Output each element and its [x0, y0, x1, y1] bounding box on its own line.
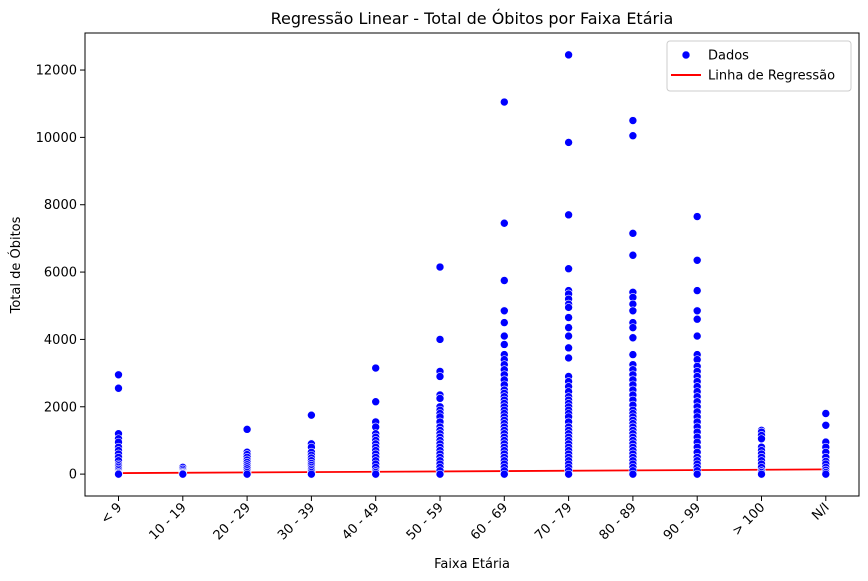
- data-point: [435, 394, 445, 403]
- data-point: [307, 469, 316, 479]
- y-tick-label: 4000: [44, 333, 77, 348]
- x-tick-label: 70 - 79: [532, 500, 575, 543]
- data-point: [564, 50, 573, 60]
- y-axis-label: Total de Óbitos: [8, 216, 24, 314]
- data-point: [499, 469, 509, 479]
- plot-background: [85, 33, 859, 496]
- data-point: [435, 372, 445, 381]
- data-point: [499, 97, 509, 107]
- data-point: [499, 318, 509, 327]
- y-tick-label: 2000: [44, 400, 77, 415]
- data-point: [628, 116, 638, 125]
- data-point: [435, 262, 445, 272]
- points-layer: [114, 50, 831, 479]
- legend-box: [666, 40, 852, 92]
- data-point: [114, 469, 123, 479]
- regression-line: [118, 468, 826, 475]
- data-point: [564, 469, 573, 479]
- data-point: [757, 469, 766, 479]
- y-axis: 0 2000 4000 6000 8000 10000 12000: [36, 64, 85, 483]
- x-tick-label: 10 - 19: [146, 500, 189, 543]
- legend-label-dados: Dados: [708, 49, 749, 64]
- data-point: [499, 340, 509, 349]
- x-tick-label: 20 - 29: [211, 500, 254, 543]
- data-point: [821, 469, 831, 479]
- legend-marker-dados: [681, 50, 691, 60]
- data-point: [692, 212, 702, 221]
- y-tick-label: 8000: [44, 198, 77, 213]
- data-point: [114, 370, 123, 380]
- y-tick-label: 10000: [36, 131, 77, 146]
- x-tick-label: 40 - 49: [339, 500, 382, 543]
- data-point: [178, 469, 188, 479]
- data-point: [499, 331, 509, 341]
- plot-frame: [84, 32, 860, 497]
- data-point: [499, 306, 509, 316]
- regression-layer: [118, 468, 826, 475]
- data-point: [564, 353, 573, 363]
- legend-label-regressao: Linha de Regressão: [708, 69, 835, 84]
- x-tick-label: 90 - 99: [661, 500, 704, 543]
- data-point: [628, 333, 638, 343]
- data-point: [564, 343, 573, 353]
- data-point: [307, 410, 316, 420]
- x-tick-label: < 9: [98, 500, 125, 527]
- y-tick-label: 0: [69, 468, 77, 483]
- data-point: [692, 255, 702, 265]
- data-point: [628, 350, 638, 359]
- data-point: [499, 218, 509, 228]
- data-point: [499, 276, 509, 285]
- legend: Dados Linha de Regressão: [666, 40, 852, 92]
- data-point: [628, 250, 638, 260]
- data-point: [628, 323, 638, 332]
- data-point: [564, 331, 573, 341]
- chart-title: Regressão Linear - Total de Óbitos por F…: [271, 9, 674, 28]
- data-point: [628, 469, 638, 479]
- data-point: [564, 210, 573, 220]
- x-tick-label: 30 - 39: [275, 500, 318, 543]
- x-axis: < 9 10 - 19 20 - 29 30 - 39 40 - 49 50 - 59 60…: [98, 496, 833, 543]
- x-tick-label: 80 - 89: [597, 500, 640, 543]
- data-point: [692, 286, 702, 295]
- x-tick-label: N/I: [809, 500, 832, 523]
- data-point: [371, 363, 381, 373]
- data-point: [692, 314, 702, 324]
- y-tick-label: 12000: [36, 64, 77, 79]
- data-point: [564, 264, 573, 274]
- x-tick-label: > 100: [730, 500, 769, 539]
- plot-area: [85, 33, 859, 496]
- data-point: [628, 131, 638, 141]
- x-tick-label: 50 - 59: [404, 500, 447, 543]
- data-point: [628, 229, 638, 238]
- data-point: [564, 313, 573, 322]
- data-point: [692, 469, 702, 479]
- x-tick-label: 60 - 69: [468, 500, 511, 543]
- data-point: [564, 323, 573, 332]
- data-point: [242, 469, 252, 479]
- data-point: [757, 434, 766, 444]
- data-point: [114, 383, 123, 393]
- y-tick-label: 6000: [44, 266, 77, 281]
- data-point: [371, 397, 381, 407]
- data-point: [692, 306, 702, 316]
- data-point: [564, 303, 573, 312]
- data-point: [821, 409, 831, 418]
- data-point: [821, 420, 831, 430]
- data-point: [435, 335, 445, 344]
- data-point: [692, 331, 702, 341]
- data-point: [371, 469, 381, 479]
- data-point: [628, 306, 638, 316]
- x-axis-label: Faixa Etária: [434, 557, 510, 572]
- data-point: [564, 138, 573, 147]
- data-point: [435, 469, 445, 479]
- data-point: [242, 425, 252, 434]
